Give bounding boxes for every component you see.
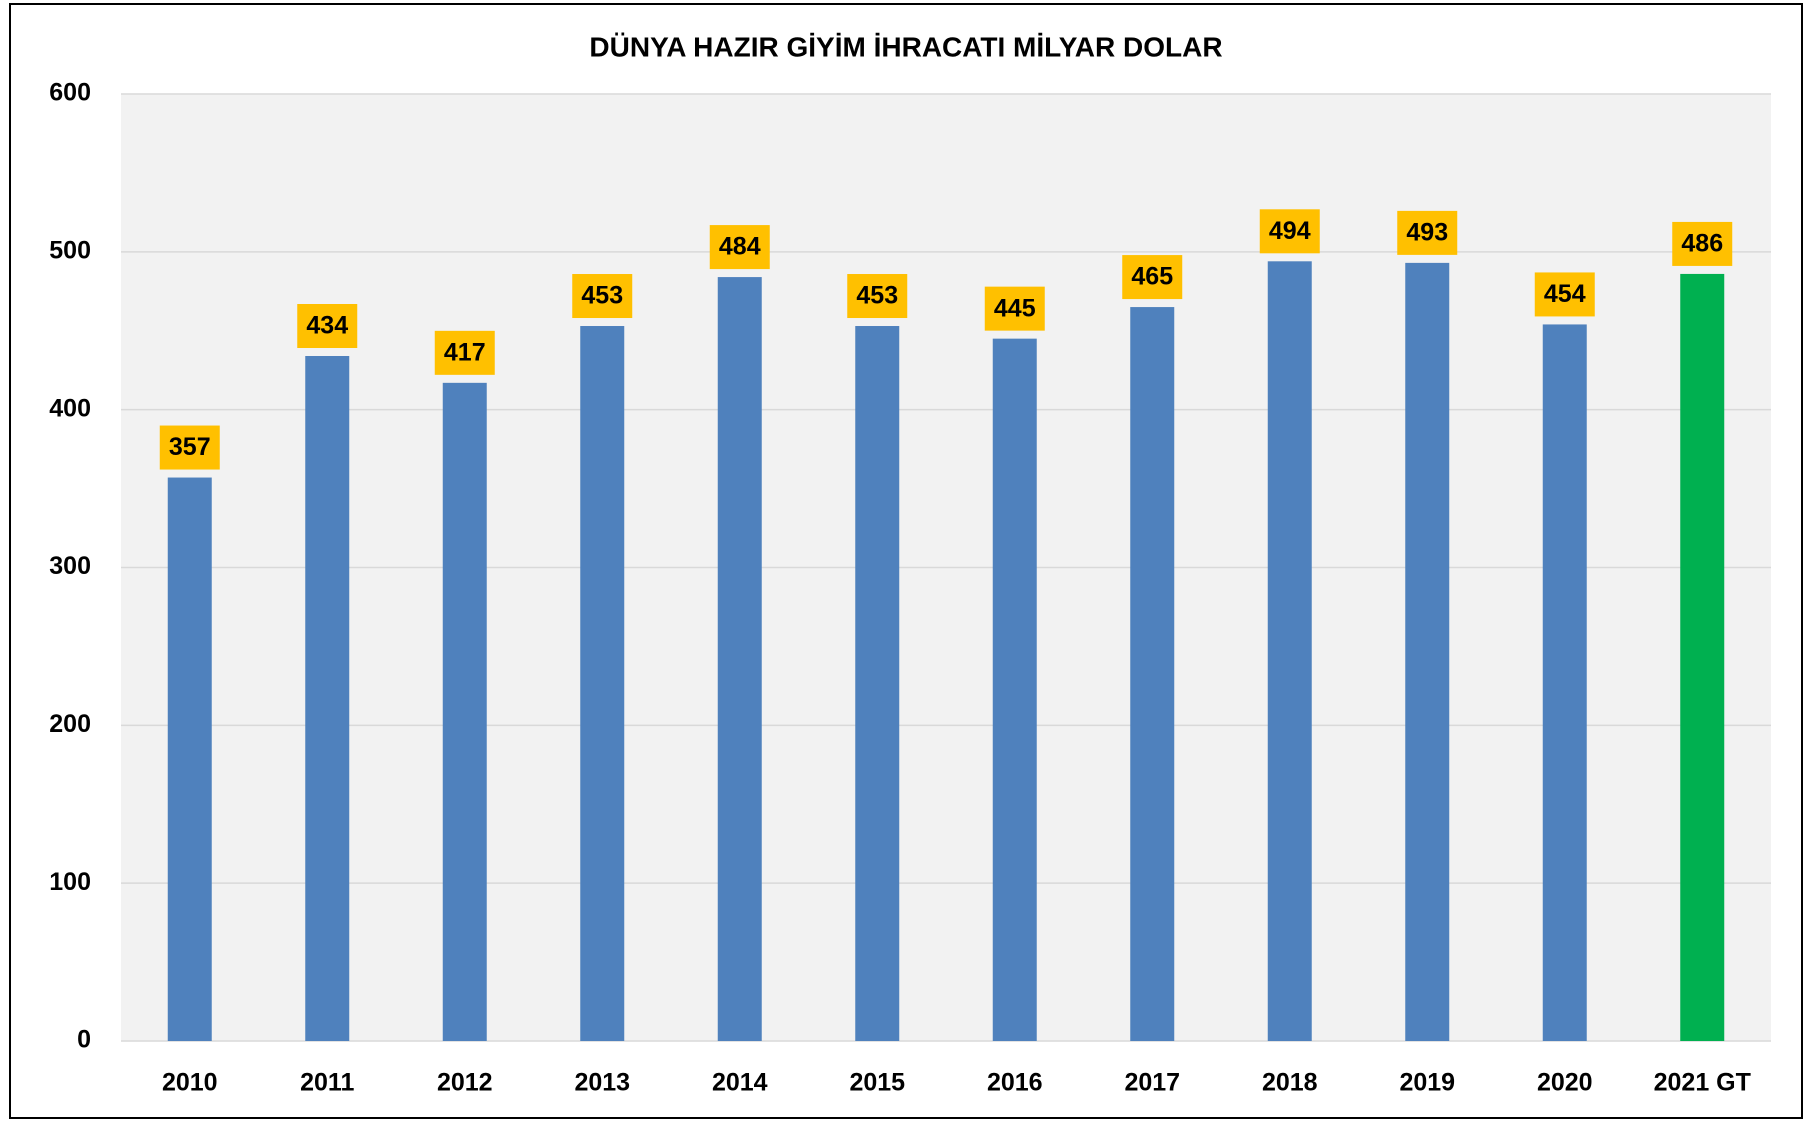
bar	[717, 277, 762, 1041]
x-tick-label: 2018	[1262, 1069, 1318, 1097]
value-label-box	[159, 425, 220, 470]
bar	[992, 338, 1037, 1041]
y-tick-label: 0	[77, 1026, 91, 1054]
value-label: 486	[1681, 230, 1723, 258]
bar	[305, 356, 350, 1042]
y-tick-label: 600	[49, 79, 91, 107]
value-label-box	[1397, 210, 1458, 255]
value-label-box	[297, 304, 358, 349]
bar	[167, 477, 212, 1041]
bar	[1680, 273, 1725, 1041]
value-label: 453	[856, 282, 898, 310]
value-label: 465	[1131, 263, 1173, 291]
value-label: 357	[169, 433, 211, 461]
value-label: 454	[1544, 280, 1586, 308]
value-label: 417	[444, 338, 486, 366]
x-tick-label: 2017	[1124, 1069, 1180, 1097]
chart-title: DÜNYA HAZIR GİYİM İHRACATI MİLYAR DOLAR	[589, 31, 1222, 62]
y-tick-label: 100	[49, 868, 91, 896]
x-tick-label: 2016	[987, 1069, 1043, 1097]
value-label-box	[984, 286, 1045, 331]
bar	[442, 382, 487, 1042]
bar	[1405, 262, 1450, 1041]
bar	[855, 326, 900, 1041]
bar	[1542, 324, 1587, 1042]
value-label: 453	[581, 282, 623, 310]
x-tick-label: 2014	[712, 1069, 768, 1097]
y-tick-label: 200	[49, 710, 91, 738]
value-label: 494	[1269, 217, 1311, 245]
x-tick-label: 2011	[300, 1069, 354, 1097]
bar	[1267, 261, 1312, 1041]
value-label-box	[709, 225, 770, 270]
x-tick-label: 2012	[437, 1069, 493, 1097]
value-label-box	[572, 274, 633, 319]
value-label: 434	[306, 312, 348, 340]
x-tick-label: 2021 GT	[1654, 1069, 1751, 1097]
bar	[580, 326, 625, 1041]
bar	[1130, 307, 1175, 1041]
x-tick-label: 2020	[1537, 1069, 1593, 1097]
value-label: 484	[719, 233, 761, 261]
x-tick-label: 2013	[574, 1069, 630, 1097]
value-label: 445	[994, 294, 1036, 322]
value-label-box	[1534, 272, 1595, 317]
y-tick-label: 500	[49, 236, 91, 264]
y-tick-label: 400	[49, 394, 91, 422]
y-tick-label: 300	[49, 552, 91, 580]
value-label: 493	[1406, 218, 1448, 246]
x-tick-label: 2010	[162, 1069, 218, 1097]
value-label-box	[847, 274, 908, 319]
value-label-box	[1122, 255, 1183, 300]
x-tick-label: 2015	[849, 1069, 905, 1097]
value-label-box	[1672, 221, 1733, 266]
value-label-box	[434, 330, 495, 375]
value-label-box	[1259, 209, 1320, 254]
x-tick-label: 2019	[1399, 1069, 1455, 1097]
